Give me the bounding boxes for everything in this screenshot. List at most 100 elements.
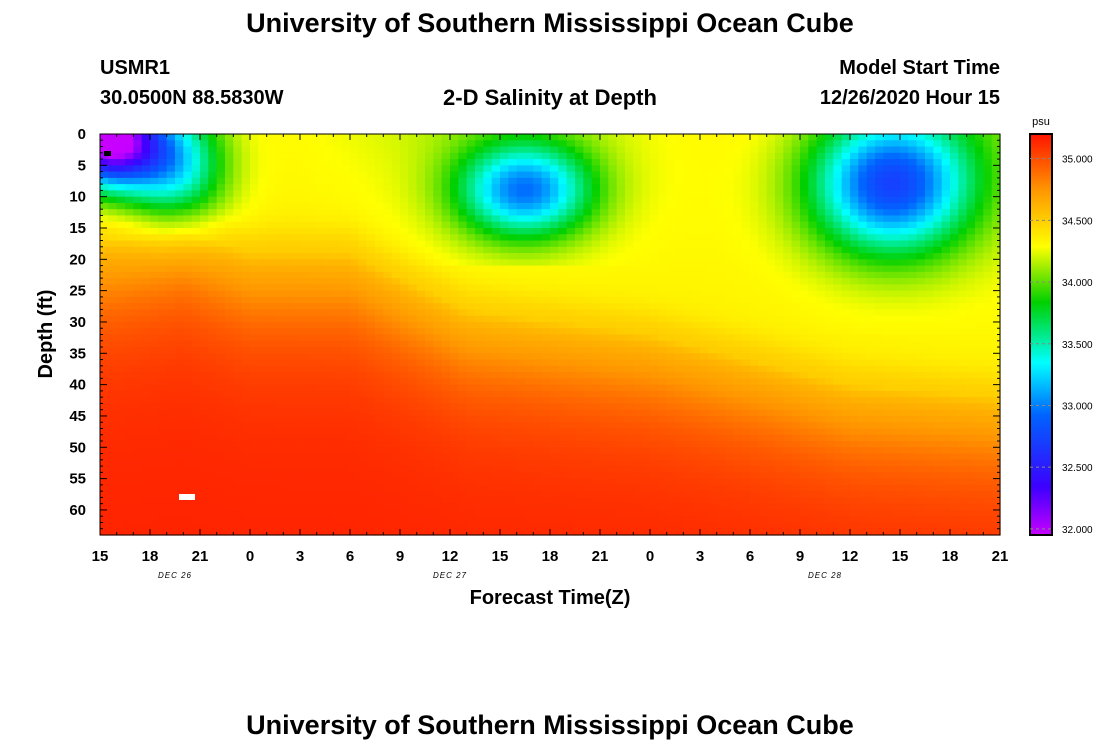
heatmap-cell [691,428,701,436]
heatmap-cell [508,221,518,229]
heatmap-cell [641,221,651,229]
heatmap-cell [625,453,634,461]
heatmap-cell [475,265,484,273]
heatmap-cell [608,246,618,254]
heatmap-cell [508,503,518,511]
heatmap-cell [233,309,243,317]
heatmap-cell [191,428,201,436]
heatmap-cell [491,509,501,517]
heatmap-cell [675,472,684,480]
heatmap-cell [675,296,684,304]
heatmap-cell [733,303,743,311]
heatmap-cell [475,353,484,361]
heatmap-cell [366,453,376,461]
heatmap-cell [408,221,418,229]
heatmap-cell [733,146,743,154]
heatmap-cell [683,171,693,179]
heatmap-cell [550,466,559,473]
heatmap-cell [291,177,301,185]
heatmap-cell [291,296,301,304]
heatmap-cell [566,259,576,267]
heatmap-cell [658,265,668,273]
heatmap-cell [258,215,268,223]
heatmap-cell [333,340,343,348]
heatmap-cell [141,134,151,141]
heatmap-cell [350,491,359,499]
heatmap-cell [108,221,118,229]
heatmap-cell [691,134,701,141]
heatmap-cell [166,328,176,336]
heatmap-cell [616,165,626,173]
heatmap-cell [258,441,268,448]
heatmap-cell [508,484,518,492]
heatmap-cell [483,227,493,235]
heatmap-cell [600,409,609,417]
heatmap-cell [716,309,726,317]
heatmap-cell [491,415,501,423]
heatmap-cell [200,478,209,486]
heatmap-cell [441,415,451,423]
heatmap-cell [591,365,601,373]
heatmap-cell [691,152,701,160]
heatmap-cell [400,152,409,160]
heatmap-cell [275,177,284,185]
heatmap-cell [558,422,568,430]
heatmap-cell [375,422,384,430]
heatmap-cell [716,484,726,492]
heatmap-cell [333,303,343,311]
heatmap-cell [725,171,734,179]
heatmap-cell [566,221,576,229]
heatmap-cell [550,309,559,317]
heatmap-cell [541,259,551,267]
heatmap-cell [233,321,243,329]
heatmap-cell [133,177,143,185]
heatmap-cell [325,359,334,367]
heatmap-cell [341,309,351,317]
heatmap-cell [691,303,701,311]
heatmap-cell [200,171,209,179]
heatmap-cell [683,184,693,191]
heatmap-cell [125,165,134,173]
heatmap-cell [458,403,468,411]
heatmap-cell [516,340,526,348]
heatmap-cell [383,140,393,148]
heatmap-cell [183,140,193,148]
heatmap-cell [716,159,726,166]
heatmap-cell [466,466,476,473]
heatmap-cell [450,459,459,467]
heatmap-cell [133,403,143,411]
heatmap-cell [433,140,443,148]
heatmap-cell [475,378,484,386]
heatmap-cell [258,190,268,198]
heatmap-cell [483,152,493,160]
heatmap-cell [683,309,693,317]
heatmap-cell [108,403,118,411]
heatmap-cell [633,209,643,217]
heatmap-cell [558,234,568,242]
heatmap-cell [675,459,684,467]
heatmap-cell [291,365,301,373]
heatmap-cell [200,196,209,204]
heatmap-cell [550,246,559,254]
heatmap-cell [716,234,726,242]
heatmap-cell [391,503,401,511]
heatmap-cell [483,296,493,304]
heatmap-cell [141,303,151,311]
heatmap-cell [658,472,668,480]
heatmap-cell [741,397,751,405]
heatmap-cell [308,171,318,179]
heatmap-cell [275,422,284,430]
heatmap-cell [658,284,668,292]
heatmap-cell [116,328,126,336]
heatmap-cell [450,284,459,292]
heatmap-cell [458,359,468,367]
heatmap-cell [308,215,318,223]
heatmap-cell [541,441,551,448]
heatmap-cell [125,190,134,198]
heatmap-cell [341,284,351,292]
heatmap-cell [450,453,459,461]
heatmap-cell [541,309,551,317]
heatmap-cell [675,441,684,448]
heatmap-cell [650,359,659,367]
heatmap-cell [125,234,134,242]
